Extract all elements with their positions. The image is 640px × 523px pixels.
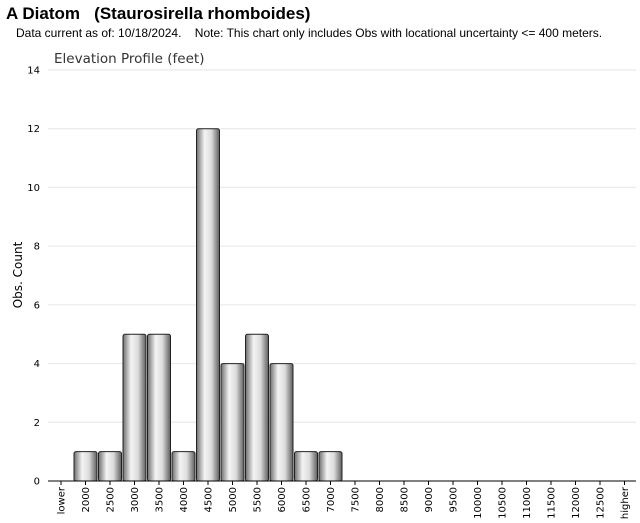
x-tick-label: 10500 [498, 487, 509, 519]
x-tick-label: higher [620, 486, 631, 519]
x-tick-label: 3500 [155, 487, 166, 512]
x-tick-label: 4000 [179, 487, 190, 512]
bar [318, 451, 343, 482]
bars [73, 128, 343, 482]
x-tick-label: 8000 [375, 487, 386, 512]
x-tick-label: 9000 [424, 487, 435, 512]
x-tick-label: 9500 [449, 487, 460, 512]
bar [98, 451, 122, 482]
x-tick-label: 7000 [326, 487, 337, 512]
bar [122, 333, 147, 482]
page-title: A Diatom (Staurosirella rhomboides) [6, 4, 311, 23]
y-tick-label: 8 [34, 242, 40, 253]
bar [73, 451, 98, 482]
x-tick-label: 12000 [571, 487, 582, 519]
y-tick-labels: 0 2 4 6 8 10 12 14 [27, 66, 40, 488]
x-tick-label: 10000 [473, 487, 484, 519]
y-tick-label: 12 [27, 124, 40, 135]
x-tick-label: 11500 [547, 487, 558, 519]
y-tick-label: 10 [27, 183, 40, 194]
x-tick-label: 4500 [204, 487, 215, 512]
x-tick-label: 12500 [596, 487, 607, 519]
y-tick-label: 2 [34, 418, 40, 429]
chart-title: Elevation Profile (feet) [54, 51, 204, 67]
bar [171, 451, 196, 482]
x-tick-label: 11000 [522, 487, 533, 519]
x-tick-label: 6000 [277, 487, 288, 512]
x-tick-labels: lower 2000 2500 3000 3500 4000 4500 5000 5500 600… [57, 481, 631, 519]
x-tick-label: lower [57, 486, 68, 514]
bar [245, 333, 269, 482]
x-tick-label: 5000 [228, 487, 239, 512]
x-tick-label: 2500 [106, 487, 117, 512]
y-tick-label: 4 [34, 359, 40, 370]
bar [269, 363, 294, 482]
x-tick-label: 8500 [400, 487, 411, 512]
x-tick-label: 6500 [302, 487, 313, 512]
x-tick-label: 2000 [81, 487, 92, 512]
bar [220, 363, 245, 482]
bar [294, 451, 318, 482]
y-tick-label: 14 [27, 66, 40, 77]
y-axis-label: Obs. Count [11, 241, 25, 308]
y-tick-label: 0 [34, 477, 40, 488]
x-tick-label: 7500 [351, 487, 362, 512]
y-tick-label: 6 [34, 300, 40, 311]
x-tick-label: 3000 [130, 487, 141, 512]
data-note: Data current as of: 10/18/2024. Note: Th… [16, 26, 603, 40]
x-tick-label: 5500 [253, 487, 264, 512]
bar [147, 333, 171, 482]
bar [196, 128, 220, 482]
